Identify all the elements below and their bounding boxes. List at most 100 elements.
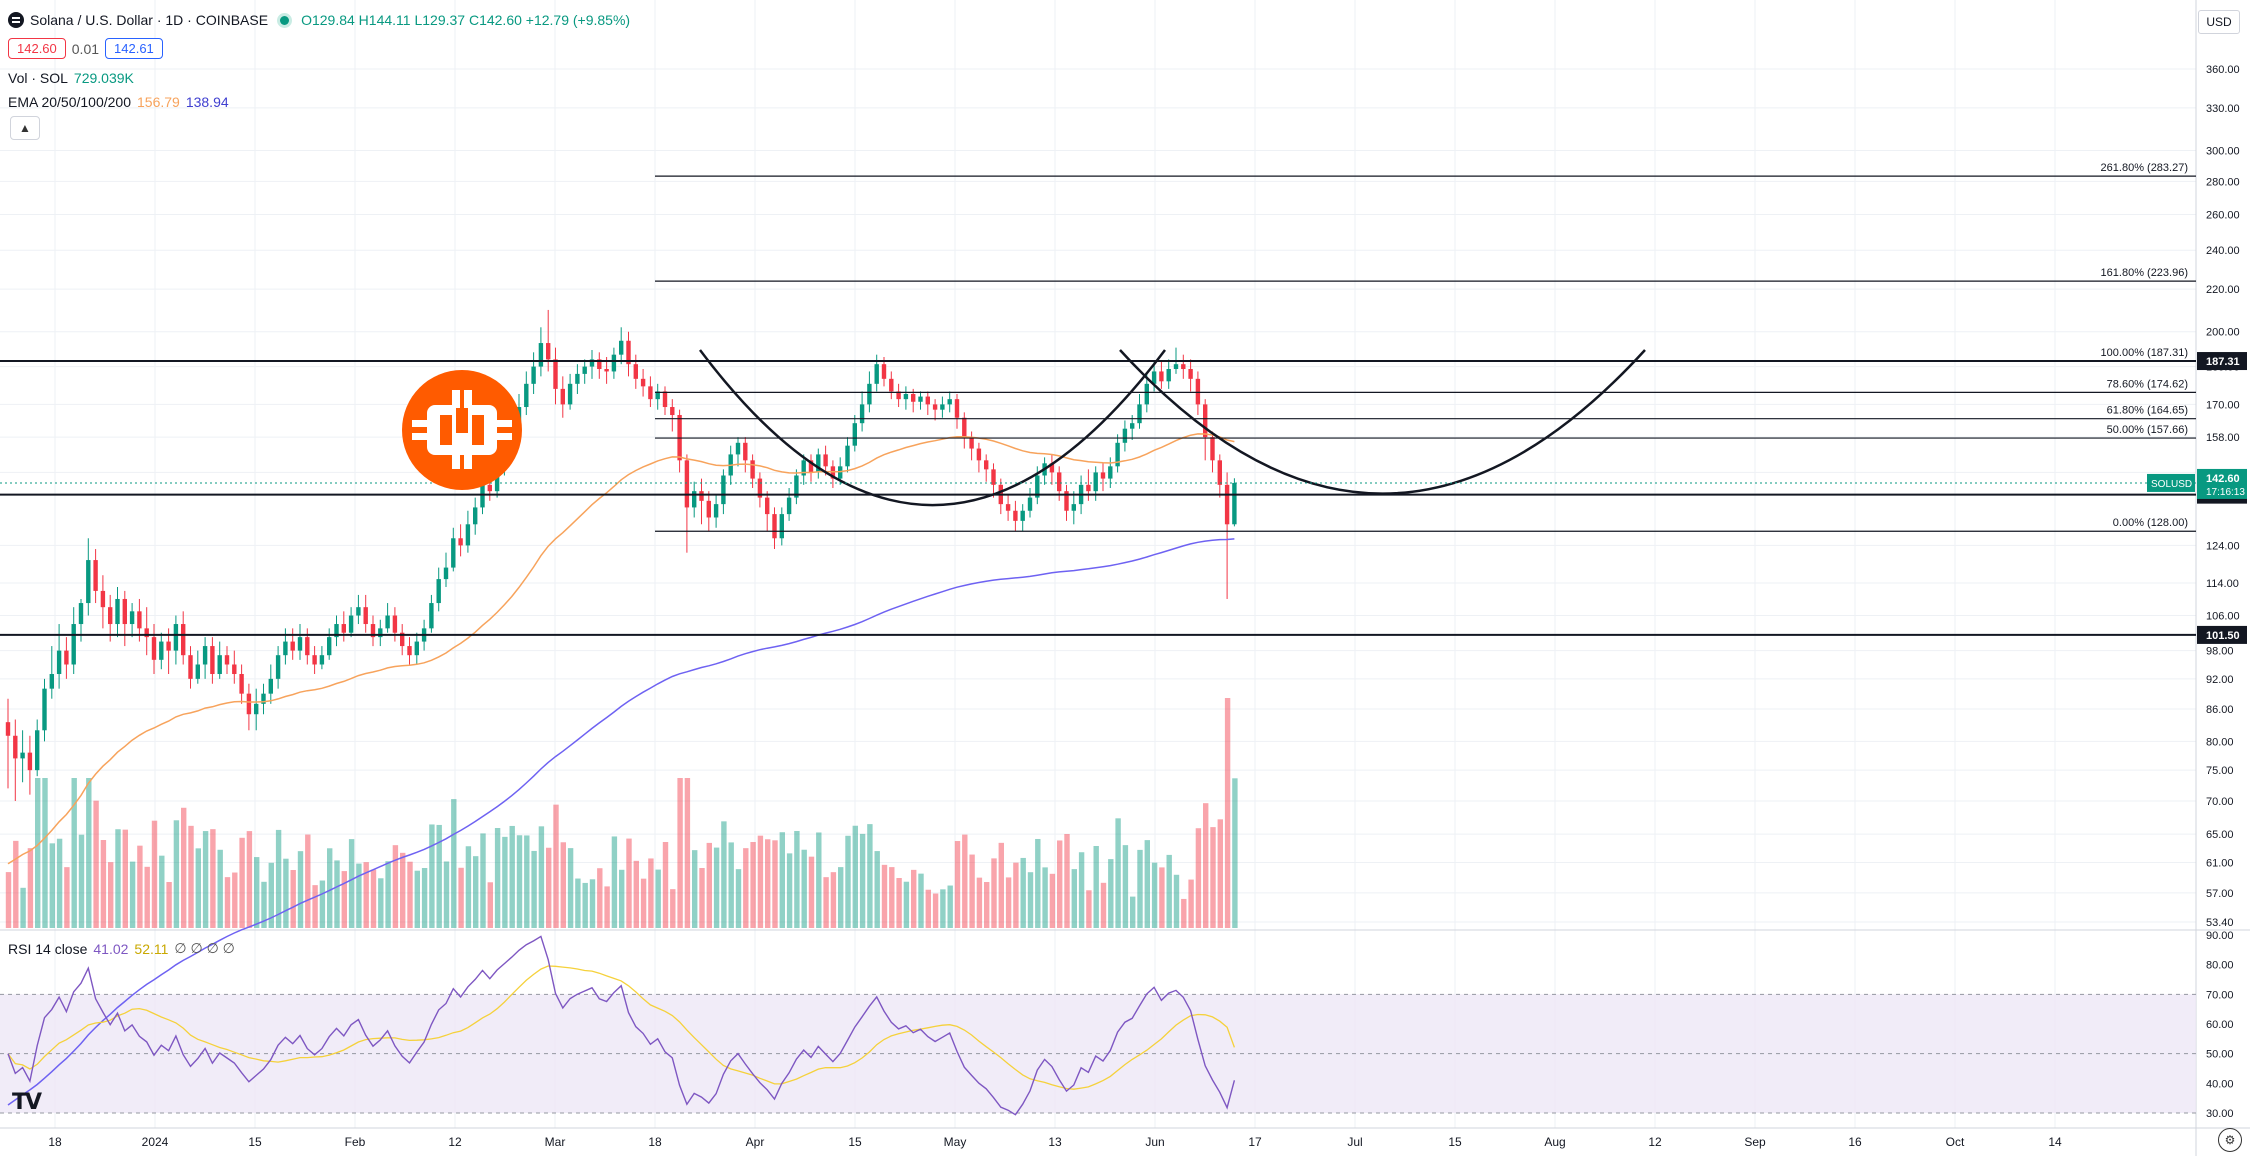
volume-bar <box>721 821 727 928</box>
volume-bar <box>604 886 610 928</box>
candle-body <box>122 598 127 625</box>
volume-bar <box>312 885 318 928</box>
volume-bar <box>984 882 990 928</box>
collapse-legend-button[interactable]: ▲ <box>10 116 40 140</box>
candle-body <box>93 560 98 591</box>
time-tick-label: Sep <box>1744 1135 1766 1149</box>
volume-bar <box>633 860 639 928</box>
ema-50-line <box>7 433 1235 865</box>
volume-bar <box>976 877 983 928</box>
currency-select[interactable]: USD <box>2198 10 2240 34</box>
fib-level-label: 261.80% (283.27) <box>2101 162 2188 174</box>
volume-bar <box>553 804 559 928</box>
candle-body <box>129 611 135 625</box>
fib-level-label: 78.60% (174.62) <box>2107 378 2188 390</box>
volume-bar <box>268 862 274 928</box>
buy-button[interactable]: 142.61 <box>105 38 163 59</box>
current-price-tag <box>2197 468 2247 499</box>
volume-bar <box>56 838 63 928</box>
volume-bar <box>516 835 523 928</box>
volume-bar <box>159 855 165 928</box>
settings-gear-icon[interactable]: ⚙ <box>2218 1128 2242 1152</box>
ema-label: EMA 20/50/100/200 <box>8 94 131 110</box>
fib-level-label: 161.80% (223.96) <box>2101 267 2188 279</box>
candle-body <box>275 655 281 679</box>
current-price-label: 142.60 <box>2206 473 2240 485</box>
volume-bar <box>1115 818 1121 928</box>
volume-bar <box>713 847 720 928</box>
candle-body <box>692 491 697 508</box>
time-tick-label: Mar <box>545 1135 566 1149</box>
time-tick-label: Oct <box>1946 1135 1965 1149</box>
volume-bar <box>699 868 705 928</box>
candle-body <box>889 378 894 392</box>
candle-body <box>852 423 857 446</box>
candle-body <box>1159 371 1164 382</box>
candle-body <box>713 504 719 518</box>
volume-bar <box>794 830 800 928</box>
volume-bar <box>1086 890 1092 928</box>
volume-bar <box>100 840 107 928</box>
candle-body <box>925 396 930 405</box>
volume-bar <box>881 864 888 928</box>
candle-body <box>954 399 960 418</box>
volume-bar <box>838 867 844 928</box>
time-tick-label: May <box>944 1135 967 1149</box>
candle-body <box>984 460 989 470</box>
rsi-extra: ∅ ∅ ∅ ∅ <box>174 940 235 956</box>
volume-bar <box>998 842 1004 928</box>
candle-body <box>786 497 792 515</box>
volume-bar <box>779 832 785 928</box>
symbol-title[interactable]: Solana / U.S. Dollar · 1D · COINBASE <box>30 12 269 28</box>
candle-body <box>1166 369 1171 382</box>
volume-bar <box>845 835 851 928</box>
volume-bar <box>151 820 158 928</box>
candle-body <box>801 460 806 476</box>
volume-bar <box>254 857 260 928</box>
volume-bar <box>1224 698 1231 928</box>
symbol-legend: Solana / U.S. Dollar · 1D · COINBASE O12… <box>8 12 630 28</box>
price-tick-label: 98.00 <box>2206 646 2234 658</box>
candle-body <box>611 354 617 372</box>
candle-body <box>735 442 741 455</box>
volume-bar <box>137 845 143 928</box>
candle-body <box>56 650 62 675</box>
candle-body <box>27 752 33 771</box>
volume-bar <box>1144 840 1150 928</box>
volume-bar <box>35 778 41 928</box>
candle-body <box>808 460 814 473</box>
candle-body <box>451 538 456 568</box>
volume-bar <box>246 831 253 928</box>
sell-button[interactable]: 142.60 <box>8 38 66 59</box>
volume-legend[interactable]: Vol · SOL 729.039K <box>8 70 134 86</box>
volume-bar <box>122 829 128 928</box>
volume-bar <box>757 835 764 928</box>
candle-body <box>531 366 536 384</box>
candle-body <box>699 491 704 501</box>
candle-body <box>305 637 310 656</box>
rsi-legend[interactable]: RSI 14 close 41.02 52.11 ∅ ∅ ∅ ∅ <box>8 940 235 957</box>
volume-bar <box>465 846 472 928</box>
candle-body <box>35 730 40 771</box>
candle-body <box>181 624 186 656</box>
price-tick-label: 57.00 <box>2206 888 2234 900</box>
volume-bar <box>560 842 566 928</box>
candle-body <box>49 674 54 689</box>
candle-body <box>348 615 354 633</box>
volume-bar <box>195 848 201 928</box>
candle-body <box>604 369 609 372</box>
volume-bar <box>27 848 34 928</box>
price-tag-label: 101.50 <box>2206 630 2240 642</box>
price-tick-label: 170.00 <box>2206 399 2240 411</box>
ema-legend[interactable]: EMA 20/50/100/200 156.79 138.94 <box>8 94 229 110</box>
candle-body <box>5 722 11 736</box>
fib-level-label: 0.00% (128.00) <box>2113 517 2188 529</box>
volume-bar <box>925 889 931 928</box>
candle-body <box>1020 510 1025 521</box>
rsi-tick-label: 70.00 <box>2206 989 2234 1001</box>
candle-body <box>334 624 339 638</box>
price-tick-label: 75.00 <box>2206 765 2234 777</box>
candle-body <box>721 475 726 505</box>
volume-bar <box>232 872 238 928</box>
